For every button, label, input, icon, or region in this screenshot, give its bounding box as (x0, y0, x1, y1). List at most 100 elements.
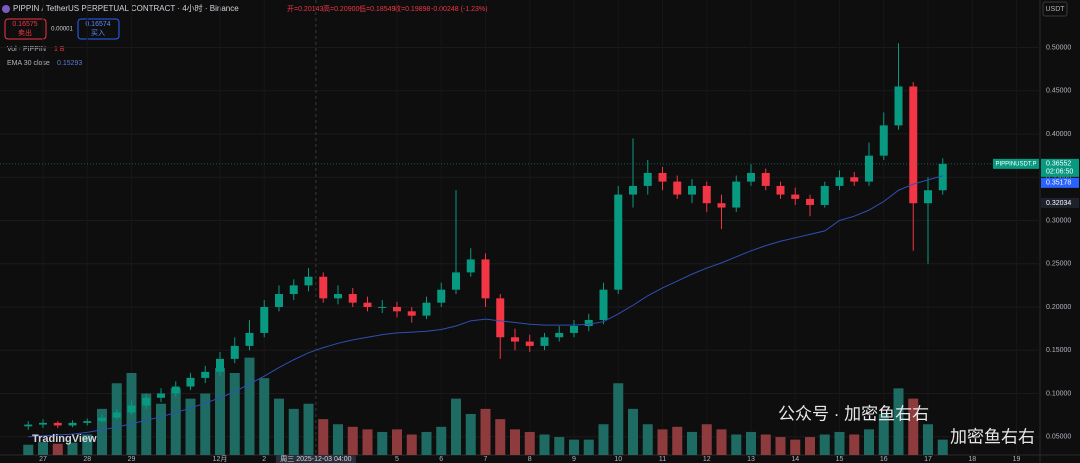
countdown: 02:06:50 (1046, 169, 1073, 176)
candle-body (629, 185, 637, 195)
volume-bar (775, 437, 786, 455)
volume-bar (893, 388, 904, 455)
candle-body (643, 172, 652, 186)
ema-value: 0.15293 (57, 60, 82, 67)
candle-body (555, 332, 564, 338)
buy-label: 买入 (91, 29, 105, 37)
x-tick-label: 6 (439, 456, 443, 463)
candle-body (319, 276, 328, 299)
volume-bar (362, 429, 373, 455)
x-tick-label: 12月 (213, 455, 228, 463)
candle-body (466, 259, 475, 273)
volume-bar (67, 442, 78, 455)
candle-body (732, 181, 741, 208)
volume-bar (465, 414, 476, 455)
candle-body (289, 285, 298, 295)
x-tick-label: 15 (836, 456, 844, 463)
candle-body (865, 155, 873, 182)
ema-line (28, 175, 943, 438)
candle-body (98, 417, 106, 422)
candle-body (496, 298, 505, 338)
candle-body (201, 371, 210, 378)
volume-bar (672, 426, 683, 455)
ohlc-high: 高=0.20900 (323, 4, 359, 13)
volume-bar (200, 393, 211, 455)
volume-bar (318, 419, 329, 455)
candle-body (717, 203, 726, 208)
volume-bar (377, 431, 388, 455)
volume-bar (510, 429, 520, 455)
volume-bar (878, 414, 889, 455)
volume-bar (746, 431, 756, 455)
currency-button[interactable] (1042, 1, 1068, 17)
x-tick-label: 18 (968, 456, 976, 463)
buy-button[interactable] (77, 18, 120, 40)
brand-watermark: TradingView (32, 433, 97, 445)
symbol-tag-bg (993, 158, 1039, 169)
volume-bar (583, 439, 594, 455)
candle-body (747, 172, 755, 182)
candle-body (688, 185, 696, 195)
wechat-watermark: 公众号 · 加密鱼右右 (778, 404, 929, 423)
currency-label: USDT (1045, 6, 1065, 13)
volume-bar (805, 437, 815, 455)
volume-bar (923, 424, 933, 455)
y-tick-label: 0.40000 (1046, 131, 1071, 138)
volume-value: 1 B (54, 46, 65, 53)
volume-bar (642, 424, 653, 455)
sell-label: 卖出 (18, 28, 32, 37)
candle-body (850, 177, 859, 182)
candle-body (761, 172, 770, 186)
volume-bar (451, 398, 461, 455)
x-tick-label: 7 (484, 456, 488, 463)
marker-price-tag-bg (1041, 197, 1079, 208)
candle-body (938, 163, 947, 191)
sell-price: 0.16575 (12, 21, 37, 28)
volume-bar (259, 378, 270, 455)
y-tick-label: 0.10000 (1046, 390, 1071, 397)
volume-bar (834, 431, 845, 455)
x-tick-label: 29 (128, 456, 136, 463)
symbol-tag: PIPPINUSDT.P (995, 161, 1036, 167)
volume-bar (908, 398, 919, 455)
volume-bar (937, 439, 948, 455)
buy-price: 0.16574 (85, 21, 110, 28)
volume-bar (480, 408, 491, 455)
sell-button[interactable] (4, 18, 47, 40)
candle-body (334, 294, 342, 299)
candle-body (230, 345, 239, 359)
candle-body (584, 319, 593, 327)
volume-bar (790, 439, 801, 455)
candle-body (806, 198, 814, 205)
volume-bar (864, 429, 874, 455)
volume-bar (539, 434, 550, 455)
volume-bar (495, 419, 506, 455)
candle-body (363, 302, 372, 307)
candle-body (142, 397, 151, 406)
x-tick-label: 11 (659, 456, 666, 463)
x-tick-label: 5 (395, 456, 399, 463)
candle-body (83, 421, 92, 423)
volume-bar (52, 443, 63, 455)
volume-bar (760, 434, 771, 455)
candle-body (835, 177, 844, 186)
volume-bar (598, 424, 609, 455)
x-tick-label: 27 (39, 456, 47, 463)
volume-bar (849, 434, 860, 455)
account-watermark: 加密鱼右右 (950, 427, 1035, 446)
candle-body (614, 194, 623, 290)
volume-bar (436, 426, 447, 455)
volume-bar (613, 383, 624, 455)
volume-bar (274, 398, 284, 455)
volume-bar (819, 434, 830, 455)
candle-body (245, 332, 254, 346)
candle-body (540, 337, 549, 346)
volume-bar (524, 431, 535, 455)
symbol-title: PIPPIN / TetherUS PERPETUAL CONTRACT · 4… (13, 3, 239, 13)
last-price-tag-bg (1041, 158, 1079, 177)
candle-body (702, 185, 711, 204)
volume-bar (731, 434, 742, 455)
candle-body (570, 326, 578, 333)
volume-title: Vol · PIPPIN (7, 46, 46, 53)
